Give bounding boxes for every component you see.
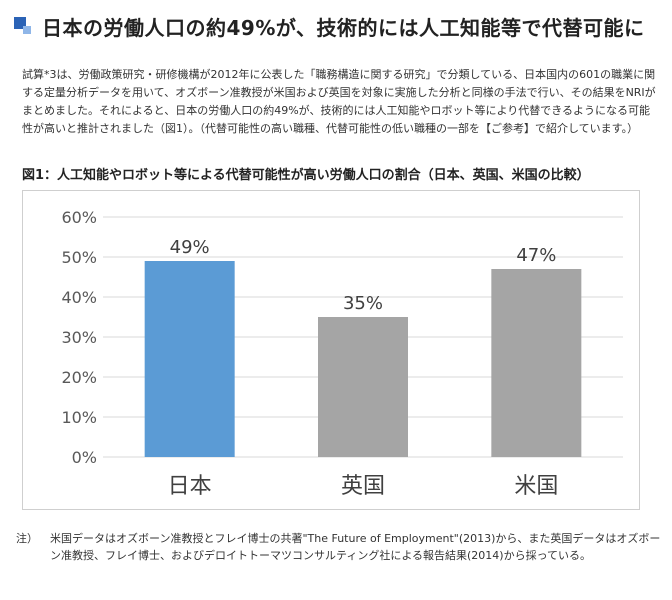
- bar-chart: 0% 10% 20% 30% 40% 50% 60% 49% 35% 47% 日本 英国 米国: [61, 208, 623, 499]
- category-label: 英国: [341, 474, 385, 499]
- y-tick-label: 10%: [61, 408, 97, 427]
- heading-square-icon: [14, 17, 32, 35]
- y-tick-label: 0%: [72, 448, 97, 467]
- figure-title: 図1：人工知能やロボット等による代替可能性が高い労働人口の割合（日本、英国、米国…: [22, 168, 590, 183]
- y-tick-label: 30%: [61, 328, 97, 347]
- chart-frame: 0% 10% 20% 30% 40% 50% 60% 49% 35% 47% 日本 英国 米国: [22, 190, 640, 510]
- body-paragraph: 試算*3は、労働政策研究・研修機構が2012年に公表した「職務構造に関する研究」…: [22, 68, 656, 135]
- data-label: 35%: [343, 293, 383, 314]
- data-label: 49%: [170, 237, 210, 258]
- data-label: 47%: [516, 245, 556, 266]
- footnote: 注） 米国データはオズボーン准教授とフレイ博士の共著"The Future of…: [16, 530, 662, 564]
- bar: [318, 317, 408, 457]
- category-label: 米国: [514, 474, 558, 499]
- bar: [491, 269, 582, 457]
- section-heading: 日本の労働人口の約49%が、技術的には人工知能等で代替可能に: [14, 10, 664, 42]
- heading-title: 日本の労働人口の約49%が、技術的には人工知能等で代替可能に: [42, 15, 645, 40]
- footnote-text: 米国データはオズボーン准教授とフレイ博士の共著"The Future of Em…: [50, 532, 661, 562]
- footnote-marker: 注）: [16, 532, 38, 545]
- y-tick-label: 60%: [61, 208, 97, 227]
- category-label: 日本: [168, 474, 212, 499]
- y-tick-label: 20%: [61, 368, 97, 387]
- y-tick-label: 40%: [61, 288, 97, 307]
- bar: [144, 261, 235, 457]
- y-tick-label: 50%: [61, 248, 97, 267]
